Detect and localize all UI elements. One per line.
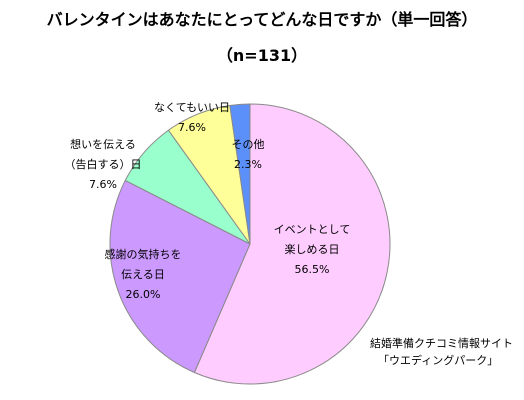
- pie-category-label-0-0: イベントとして: [274, 223, 351, 236]
- pie-value-label-2: 7.6%: [89, 178, 117, 191]
- pie-value-label-3: 7.6%: [178, 121, 206, 134]
- chart-subtitle: （n=131）: [216, 46, 308, 65]
- pie-category-label-2-1: （告白する）日: [65, 157, 142, 171]
- pie-category-label-1-1: 伝える日: [121, 268, 165, 281]
- pie-category-label-2-0: 想いを伝える: [70, 137, 136, 151]
- pie-category-label-1-0: 感謝の気持ちを: [105, 247, 182, 261]
- pie-category-label-4-0: その他: [232, 138, 265, 151]
- pie-value-label-4: 2.3%: [234, 158, 262, 171]
- chart-title: バレンタインはあなたにとってどんな日ですか（単一回答）: [46, 10, 478, 29]
- pie-slice-0: [193, 103, 391, 385]
- pie-slice-1: [109, 179, 251, 374]
- pie-category-label-0-1: 楽しめる日: [285, 243, 340, 256]
- pie-slice-4: [229, 103, 251, 245]
- pie-value-label-0: 56.5%: [295, 263, 330, 276]
- pie-value-label-1: 26.0%: [126, 288, 161, 301]
- source-line-2: 「ウエディングパーク」: [378, 354, 499, 367]
- pie-category-label-3-0: なくてもいい日: [154, 101, 230, 114]
- source-line-1: 結婚準備クチコミ情報サイト: [370, 337, 513, 350]
